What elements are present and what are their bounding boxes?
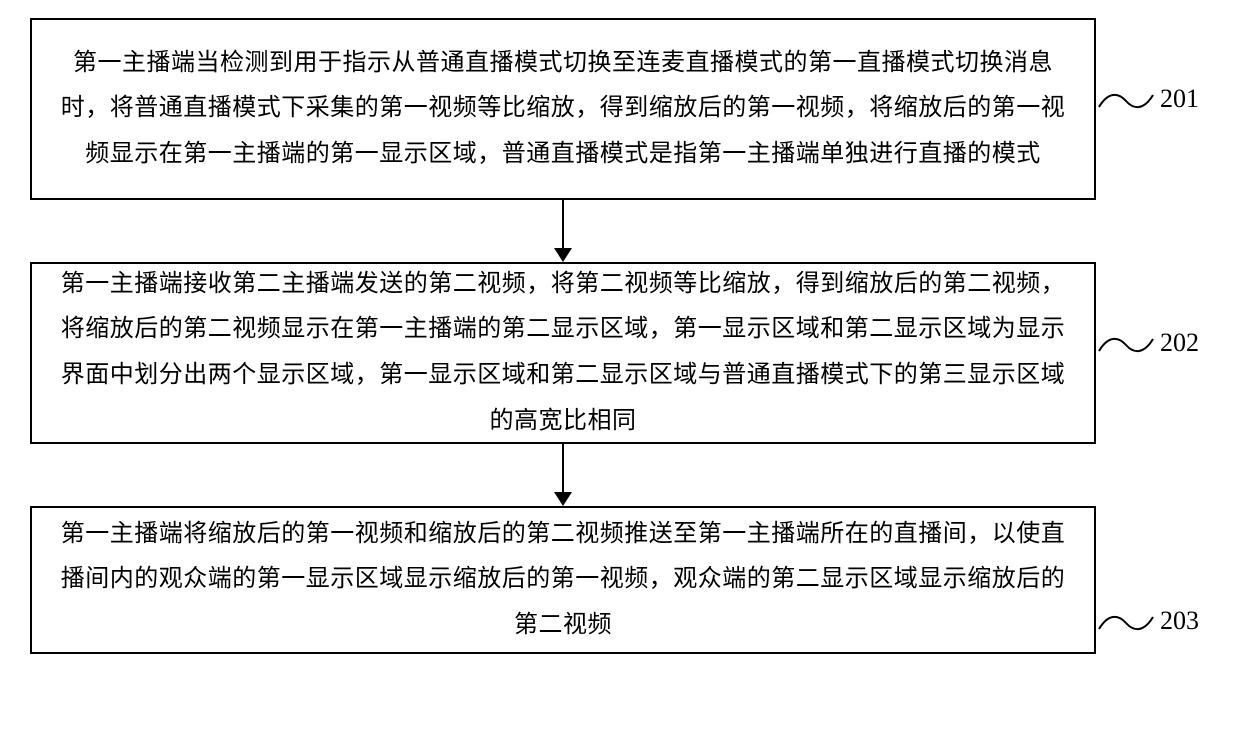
tilde-icon <box>1098 612 1154 634</box>
flow-label-202-text: 202 <box>1160 328 1199 358</box>
flow-node-201-text: 第一主播端当检测到用于指示从普通直播模式切换至连麦直播模式的第一直播模式切换消息… <box>60 41 1066 178</box>
flow-node-202: 第一主播端接收第二主播端发送的第二视频，将第二视频等比缩放，得到缩放后的第二视频… <box>30 262 1096 444</box>
flow-node-203-text: 第一主播端将缩放后的第一视频和缩放后的第二视频推送至第一主播端所在的直播间，以使… <box>60 512 1066 649</box>
flow-label-201: 201 <box>1098 84 1218 132</box>
flowchart-canvas: 第一主播端当检测到用于指示从普通直播模式切换至连麦直播模式的第一直播模式切换消息… <box>0 0 1240 733</box>
tilde-icon <box>1098 334 1154 356</box>
flow-label-201-text: 201 <box>1160 84 1199 114</box>
flow-label-203-text: 203 <box>1160 606 1199 636</box>
flow-label-203: 203 <box>1098 606 1218 654</box>
flow-node-203: 第一主播端将缩放后的第一视频和缩放后的第二视频推送至第一主播端所在的直播间，以使… <box>30 506 1096 654</box>
arrow-201-202 <box>553 200 573 262</box>
flow-node-202-text: 第一主播端接收第二主播端发送的第二视频，将第二视频等比缩放，得到缩放后的第二视频… <box>60 262 1066 444</box>
tilde-icon <box>1098 90 1154 112</box>
flow-node-201: 第一主播端当检测到用于指示从普通直播模式切换至连麦直播模式的第一直播模式切换消息… <box>30 18 1096 200</box>
arrow-202-203 <box>553 444 573 506</box>
flow-label-202: 202 <box>1098 328 1218 376</box>
